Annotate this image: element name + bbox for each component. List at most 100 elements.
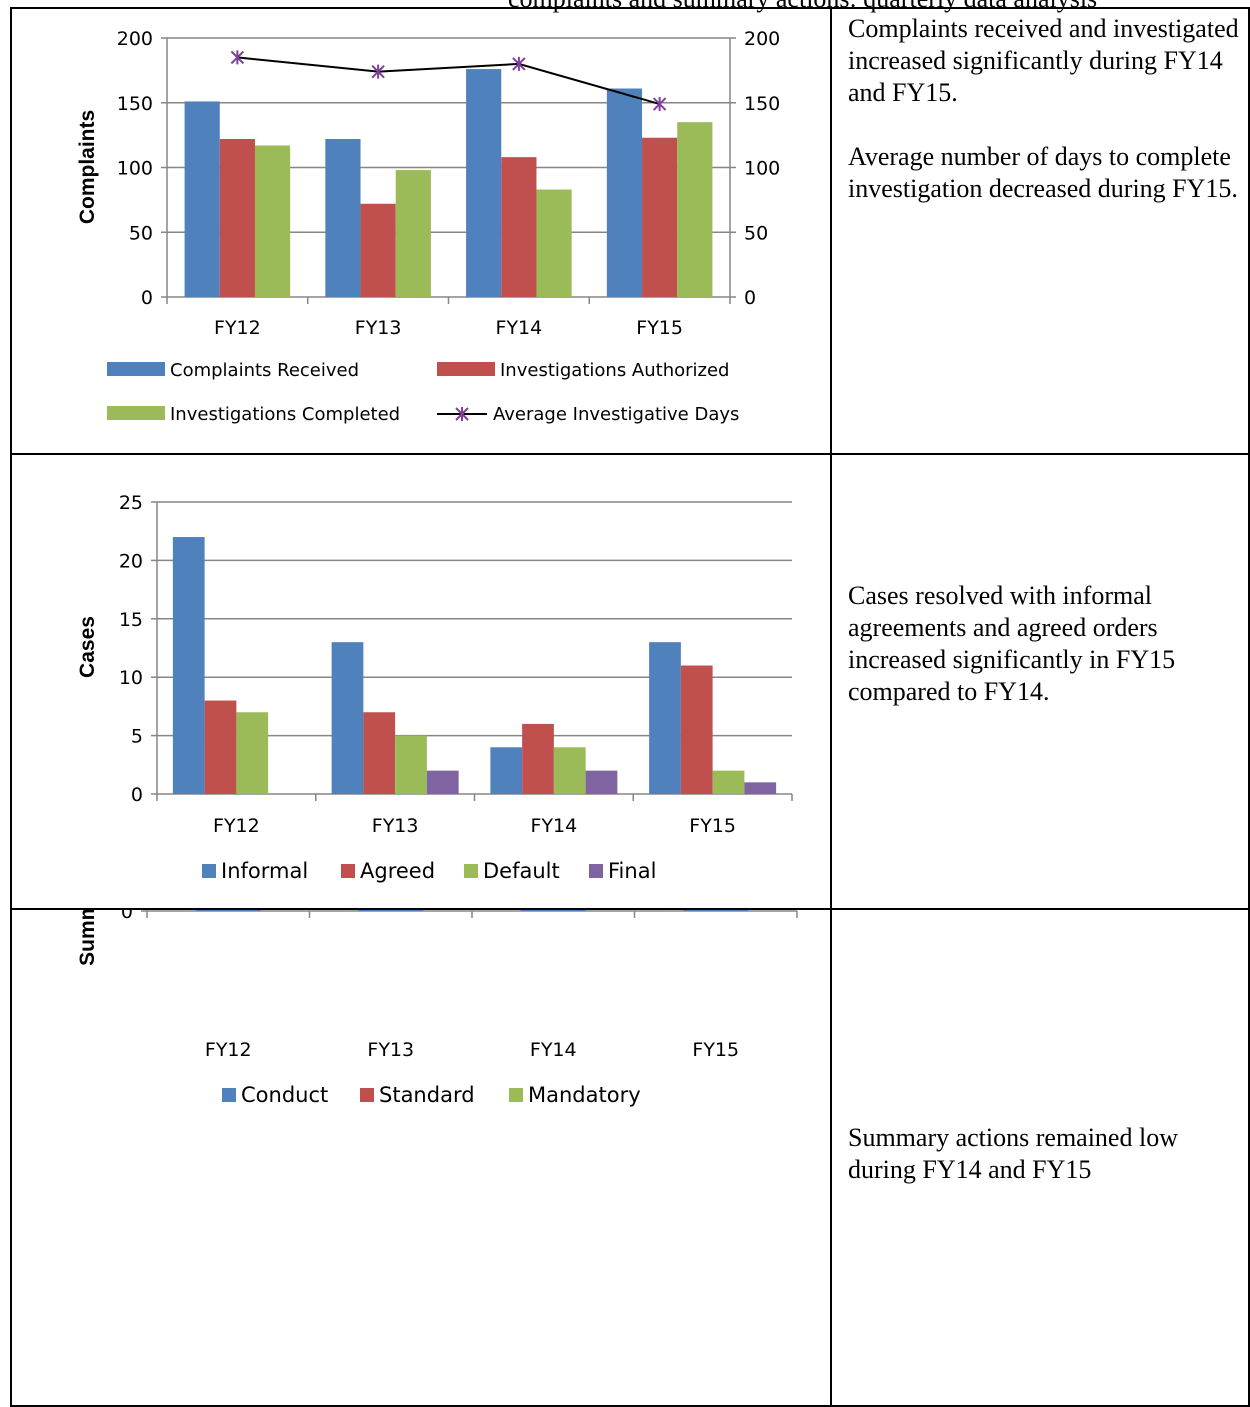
y-tick-label: 25 [119,492,143,514]
legend-swatch [107,406,165,420]
report-row-complaints: 0 50 100 150 200 0 50 100 150 200 FY12 FY13 FY14 FY15… [10,7,1250,455]
legend-swatch [360,1088,374,1102]
bar-informal [649,642,681,794]
y-tick-label: 200 [117,28,153,50]
y-axis-title: Complaints [76,110,99,224]
report-row-summary: 0123FY12FY13FY14FY15Summary ActionsCondu… [10,565,1250,1407]
y2-tick-label: 0 [744,287,756,309]
cases-note: Cases resolved with informal agreements … [848,580,1248,708]
line-point-marker [512,56,526,71]
y-tick-label: 0 [141,287,153,309]
bar-default [712,770,745,794]
bar-final [744,782,777,794]
bar-investigations-completed [677,122,713,297]
line-point-marker [230,50,245,65]
bar-conduct [520,799,586,911]
y-axis-title: Summary Actions [76,910,99,966]
report-row-cases: 0 5 10 15 20 25 FY12 FY13 FY14 FY15 Cases Informal A… [10,453,1250,910]
legend-swatch [341,864,355,878]
report-table: 0 50 100 150 200 0 50 100 150 200 FY12 FY13 FY14 FY15… [10,7,1250,1407]
bar-agreed [204,700,237,794]
x-tick-label: FY12 [205,1039,252,1061]
legend-swatch [509,1088,523,1102]
x-tick-label: FY13 [355,317,402,339]
bar-investigations-authorized [219,139,255,297]
y-tick-label: 20 [119,550,143,572]
x-tick-label: FY14 [530,1039,577,1061]
y-tick-label: 0 [121,910,133,923]
legend-label: Conduct [241,1083,328,1107]
legend-swatch [222,1088,236,1102]
legend-label: Investigations Authorized [500,360,729,381]
legend-line-marker [455,407,469,421]
y-tick-label: 15 [119,609,143,631]
complaints-note-paragraph-1: Complaints received and investigated inc… [848,14,1239,107]
bar-investigations-authorized [360,203,396,297]
bar-investigations-completed [395,170,431,297]
bar-complaints-received [325,139,361,297]
legend-label: Standard [379,1083,475,1107]
complaints-chart: 0 50 100 150 200 0 50 100 150 200 FY12 FY13 FY14 FY15… [76,28,780,425]
line-point-marker [652,97,667,112]
bar-informal [490,747,523,794]
legend-swatch [589,864,603,878]
summary-chart-cell: 0123FY12FY13FY14FY15Summary ActionsCondu… [10,565,832,1407]
legend-label: Mandatory [528,1083,641,1107]
legend-swatch [107,362,165,376]
x-tick-label: FY13 [367,1039,414,1061]
x-tick-label: FY15 [636,317,683,339]
legend-swatch [464,864,478,878]
x-tick-label: FY12 [214,317,261,339]
complaints-chart-cell: 0 50 100 150 200 0 50 100 150 200 FY12 FY13 FY14 FY15… [10,7,832,455]
bar-complaints-received [466,69,502,297]
x-tick-label: FY13 [372,815,419,837]
x-tick-label: FY15 [692,1039,739,1061]
legend-label: Complaints Received [170,360,359,381]
bar-final [426,770,459,794]
bar-investigations-authorized [642,137,678,297]
summary-note-cell: Summary actions remained low during FY14… [830,908,1250,1407]
y-tick-label: 10 [119,667,143,689]
x-tick-label: FY14 [496,317,543,339]
complaints-note-cell: Complaints received and investigated inc… [830,7,1250,455]
bar-agreed [363,712,396,794]
bar-default [553,747,586,794]
y2-tick-label: 200 [744,28,780,50]
bar-conduct [358,799,424,911]
x-tick-label: FY14 [531,815,578,837]
y-tick-label: 50 [129,222,153,244]
bar-complaints-received [184,101,220,297]
bar-investigations-completed [254,145,291,297]
complaints-note-paragraph-2: Average number of days to complete inves… [848,142,1238,203]
legend-label: Agreed [360,859,435,883]
summary-note-paragraph-1: Summary actions remained low during FY14… [848,1123,1178,1184]
cases-note-cell: Cases resolved with informal agreements … [830,453,1250,910]
bar-investigations-authorized [501,157,537,297]
summary-note: Summary actions remained low during FY14… [848,1122,1248,1186]
complaints-note: Complaints received and investigated inc… [848,13,1248,205]
bar-final [585,770,618,794]
legend-label: Investigations Completed [170,404,400,425]
y-tick-label: 0 [131,784,143,806]
cases-note-paragraph-1: Cases resolved with informal agreements … [848,581,1176,706]
y2-tick-label: 150 [744,93,780,115]
bar-default [395,735,427,794]
bar-conduct [195,799,261,911]
y2-tick-label: 100 [744,158,780,180]
bar-informal [331,642,364,794]
y-tick-label: 100 [117,158,153,180]
bar-agreed [680,665,713,794]
y-tick-label: 5 [131,726,143,748]
y2-tick-label: 50 [744,222,768,244]
bar-default [236,712,269,794]
line-average-investigative-days [237,56,660,106]
bar-conduct [683,799,749,911]
cases-chart-cell: 0 5 10 15 20 25 FY12 FY13 FY14 FY15 Cases Informal A… [10,453,832,910]
bar-agreed [522,723,554,794]
bar-complaints-received [606,88,643,297]
bar-informal [172,537,205,794]
bar-investigations-completed [536,189,572,297]
legend-swatch [202,864,216,878]
legend-label: Final [608,859,656,883]
legend-label: Average Investigative Days [493,404,739,425]
